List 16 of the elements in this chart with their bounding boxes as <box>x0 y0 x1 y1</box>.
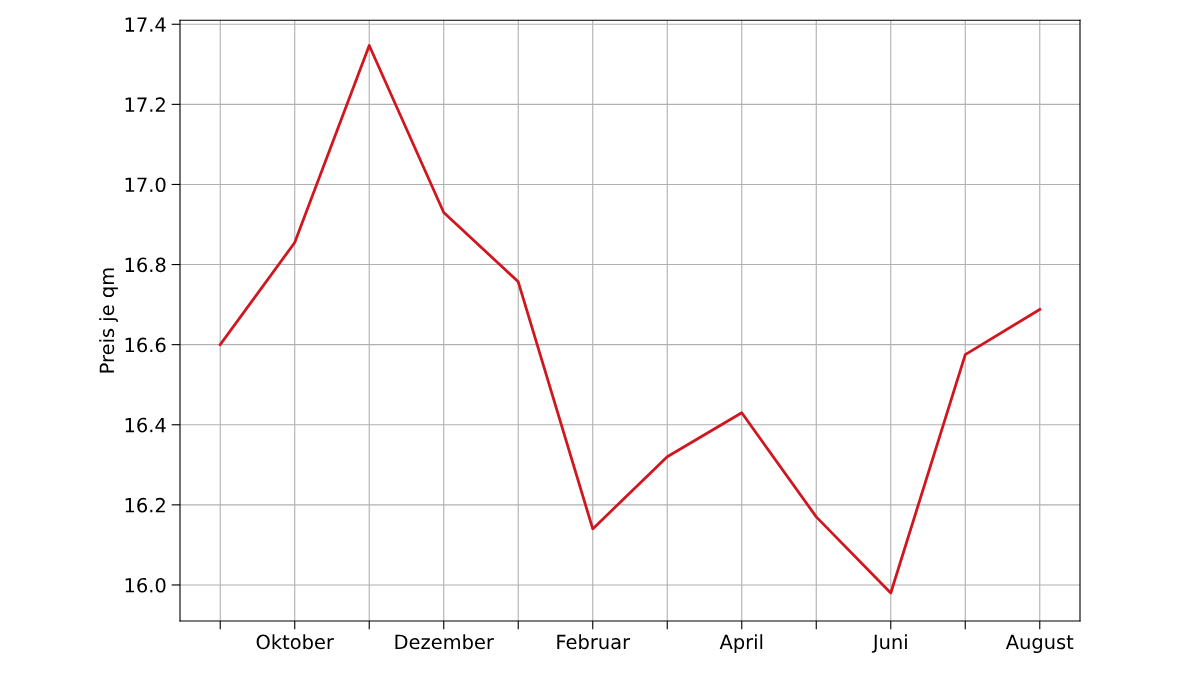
y-tick-label: 16.8 <box>125 257 166 273</box>
line-series <box>218 44 1042 595</box>
y-tick-label: 17.2 <box>125 97 165 112</box>
y-tick-label: 17.4 <box>125 17 166 32</box>
x-tick-label: Februar <box>557 634 631 650</box>
y-tick-label: 16.4 <box>125 417 166 433</box>
x-tick-label: August <box>1005 634 1074 654</box>
x-tick-label: Dezember <box>395 634 494 650</box>
y-axis-title: Preis je qm <box>99 268 118 373</box>
x-tick-label: Oktober <box>256 634 334 650</box>
y-tick-label: 17.0 <box>125 177 166 193</box>
y-tick-label: 16.0 <box>125 577 166 593</box>
x-tick-label: April <box>719 634 763 654</box>
y-tick-label: 16.6 <box>125 337 166 353</box>
y-tick-label: 16.2 <box>125 497 165 513</box>
x-tick-label: Juni <box>871 634 907 653</box>
